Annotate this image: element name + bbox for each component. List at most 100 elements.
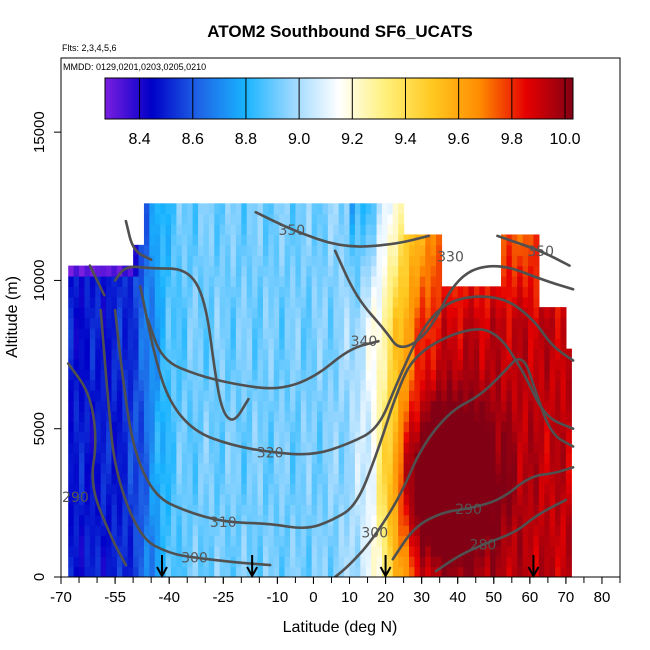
heatmap-cell	[403, 504, 410, 516]
heatmap-cell	[495, 525, 502, 537]
heatmap-cell	[528, 556, 535, 568]
heatmap-cell	[100, 390, 107, 402]
heatmap-cell	[338, 504, 345, 516]
heatmap-cell	[349, 483, 356, 495]
heatmap-cell	[409, 327, 416, 339]
heatmap-cell	[257, 338, 264, 350]
heatmap-cell	[198, 410, 205, 422]
heatmap-cell	[79, 410, 86, 422]
heatmap-cell	[225, 379, 232, 391]
heatmap-cell	[419, 525, 426, 537]
heatmap-cell	[176, 234, 183, 246]
heatmap-cell	[495, 421, 502, 433]
heatmap-cell	[306, 525, 313, 537]
heatmap-cell	[452, 348, 459, 360]
heatmap-cell	[446, 483, 453, 495]
heatmap-cell	[252, 234, 259, 246]
heatmap-cell	[192, 379, 199, 391]
heatmap-cell	[295, 390, 302, 402]
heatmap-cell	[349, 462, 356, 474]
heatmap-cell	[171, 410, 178, 422]
heatmap-cell	[111, 410, 118, 422]
heatmap-cell	[219, 483, 226, 495]
heatmap-cell	[436, 400, 443, 412]
heatmap-cell	[165, 338, 172, 350]
heatmap-cell	[79, 369, 86, 381]
heatmap-cell	[549, 556, 556, 568]
heatmap-cell	[560, 379, 567, 391]
heatmap-cell	[208, 421, 215, 433]
heatmap-cell	[241, 473, 248, 485]
marker-arrow-head	[246, 566, 259, 579]
heatmap-cell	[317, 369, 324, 381]
heatmap-cell	[349, 244, 356, 256]
heatmap-cell	[484, 462, 491, 474]
heatmap-cell	[500, 442, 507, 454]
heatmap-cell	[436, 535, 443, 547]
marker-arrow-head	[379, 566, 392, 579]
heatmap-cell	[192, 244, 199, 256]
heatmap-cell	[549, 431, 556, 443]
heatmap-cell	[106, 483, 113, 495]
heatmap-cell	[463, 400, 470, 412]
heatmap-cell	[300, 410, 307, 422]
heatmap-cell	[490, 410, 497, 422]
heatmap-cell	[344, 566, 351, 577]
heatmap-cell	[311, 410, 318, 422]
heatmap-cell	[360, 265, 367, 277]
heatmap-cell	[376, 421, 383, 433]
heatmap-cell	[446, 338, 453, 350]
heatmap-cell	[500, 265, 507, 277]
heatmap-cell	[446, 473, 453, 485]
heatmap-cell	[241, 535, 248, 547]
heatmap-cell	[187, 224, 194, 236]
heatmap-cell	[268, 275, 275, 287]
heatmap-cell	[89, 431, 96, 443]
heatmap-cell	[533, 462, 540, 474]
heatmap-cell	[111, 504, 118, 516]
heatmap-cell	[506, 255, 513, 267]
heatmap-cell	[560, 442, 567, 454]
heatmap-cell	[116, 556, 123, 568]
heatmap-cell	[495, 452, 502, 464]
heatmap-cell	[468, 359, 475, 370]
dates-note: MMDD: 0129,0201,0203,0205,0210	[63, 62, 206, 72]
heatmap-cell	[522, 473, 529, 485]
heatmap-cell	[219, 473, 226, 485]
heatmap-cell	[192, 504, 199, 516]
heatmap-cell	[371, 359, 378, 370]
heatmap-cell	[100, 556, 107, 568]
heatmap-cell	[419, 348, 426, 360]
heatmap-cell	[295, 400, 302, 412]
heatmap-cell	[214, 483, 221, 495]
heatmap-cell	[235, 431, 242, 443]
heatmap-cell	[79, 556, 86, 568]
heatmap-cell	[430, 535, 437, 547]
heatmap-cell	[284, 348, 291, 360]
heatmap-cell	[225, 244, 232, 256]
heatmap-cell	[549, 493, 556, 505]
heatmap-cell	[300, 317, 307, 329]
heatmap-cell	[273, 462, 280, 474]
heatmap-cell	[500, 556, 507, 568]
heatmap-cell	[225, 286, 232, 298]
heatmap-cell	[495, 400, 502, 412]
heatmap-cell	[100, 535, 107, 547]
heatmap-cell	[376, 410, 383, 422]
heatmap-cell	[354, 275, 361, 287]
heatmap-cell	[333, 514, 340, 526]
colorbar-tick-label: 9.8	[501, 131, 523, 148]
heatmap-cell	[538, 566, 545, 577]
heatmap-cell	[160, 327, 167, 339]
heatmap-cell	[538, 369, 545, 381]
heatmap-cell	[284, 255, 291, 267]
heatmap-cell	[127, 348, 134, 360]
heatmap-cell	[484, 379, 491, 391]
heatmap-cell	[517, 317, 524, 329]
heatmap-cell	[425, 244, 432, 256]
heatmap-cell	[381, 473, 388, 485]
heatmap-cell	[452, 359, 459, 370]
heatmap-cell	[225, 390, 232, 402]
contour-label: 320	[257, 445, 284, 461]
